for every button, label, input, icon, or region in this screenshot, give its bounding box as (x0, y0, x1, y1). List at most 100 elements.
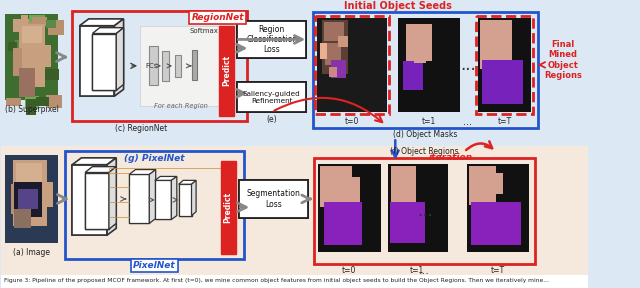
Text: ...: ... (463, 117, 472, 127)
Bar (13, 48, 22, 76)
Bar (331, 60, 346, 77)
Bar (239, 180, 308, 217)
Bar (480, 20, 512, 69)
Bar (47, 95, 62, 108)
Bar (237, 21, 306, 58)
Text: Predict: Predict (222, 55, 231, 86)
Bar (11, 184, 22, 214)
Bar (219, 26, 234, 116)
Bar (46, 20, 56, 28)
Polygon shape (172, 177, 177, 219)
Bar (85, 173, 109, 229)
Text: (d) Object Masks: (d) Object Masks (393, 130, 458, 139)
Bar (19, 24, 45, 87)
Bar (324, 22, 344, 41)
Bar (36, 97, 49, 106)
Bar (481, 60, 523, 104)
Text: Initial Object Seeds: Initial Object Seeds (344, 1, 451, 11)
Text: t=T: t=T (491, 266, 505, 275)
Polygon shape (155, 177, 177, 180)
Bar (29, 15, 45, 28)
Bar (44, 69, 60, 80)
Bar (476, 16, 533, 114)
Bar (21, 22, 35, 33)
Text: FCs: FCs (146, 63, 158, 69)
Bar (162, 51, 170, 81)
Bar (79, 26, 115, 96)
Text: ...: ... (419, 266, 430, 276)
Bar (25, 96, 38, 109)
Bar (155, 180, 172, 219)
Bar (155, 180, 172, 219)
Bar (388, 164, 447, 252)
Polygon shape (129, 170, 156, 175)
Bar (22, 59, 33, 67)
Text: t=1: t=1 (422, 117, 436, 126)
Bar (42, 45, 51, 67)
Bar (5, 14, 58, 100)
Bar (316, 16, 389, 114)
Text: RegionNet: RegionNet (191, 13, 244, 22)
Bar (79, 26, 115, 96)
Bar (339, 35, 348, 47)
Bar (15, 40, 26, 51)
FancyArrowPatch shape (275, 98, 382, 122)
Bar (26, 99, 36, 115)
Bar (322, 20, 348, 74)
Polygon shape (85, 167, 116, 173)
Bar (33, 48, 39, 66)
Bar (313, 12, 538, 128)
Bar (221, 161, 236, 254)
Text: (f) Object Regions: (f) Object Regions (390, 147, 459, 156)
Bar (390, 166, 417, 203)
Bar (324, 43, 341, 65)
Text: Region
Classification
Loss: Region Classification Loss (246, 24, 298, 54)
Bar (92, 34, 116, 90)
Bar (16, 163, 42, 182)
Text: t=1: t=1 (410, 266, 424, 275)
Text: (g) PixelNet: (g) PixelNet (124, 154, 184, 163)
Bar (5, 155, 58, 243)
Bar (342, 177, 360, 202)
Bar (317, 18, 387, 112)
Bar (329, 67, 337, 77)
Bar (72, 165, 107, 235)
Polygon shape (72, 158, 116, 165)
Polygon shape (115, 19, 124, 96)
Bar (149, 46, 159, 86)
Text: iteration: iteration (428, 153, 472, 162)
Bar (8, 42, 17, 51)
Bar (6, 98, 21, 106)
Text: ...: ... (417, 202, 433, 220)
Text: For each Region: For each Region (154, 103, 207, 109)
Text: Segmentation
Loss: Segmentation Loss (246, 189, 301, 209)
Polygon shape (92, 28, 124, 34)
Bar (314, 158, 535, 264)
Bar (478, 18, 531, 112)
Bar (318, 164, 381, 252)
Text: t=T: t=T (497, 117, 511, 126)
Polygon shape (79, 19, 124, 26)
Bar (129, 175, 149, 223)
FancyArrowPatch shape (466, 141, 492, 150)
Bar (403, 61, 423, 90)
Bar (1, 275, 588, 288)
Bar (13, 19, 29, 32)
Bar (239, 180, 308, 217)
Text: t=0: t=0 (345, 117, 359, 126)
Bar (468, 166, 496, 205)
Text: Saliency-guided
Refinement: Saliency-guided Refinement (243, 91, 301, 104)
Bar (1, 146, 588, 275)
Bar (406, 24, 432, 61)
Bar (22, 26, 42, 43)
Text: Final
Mined
Object
Regions: Final Mined Object Regions (544, 40, 582, 80)
Bar (65, 151, 244, 259)
Bar (85, 173, 109, 229)
Bar (179, 184, 191, 216)
Bar (14, 209, 31, 228)
Bar (320, 43, 327, 59)
Bar (48, 20, 64, 35)
Bar (140, 26, 221, 106)
Text: (e): (e) (266, 115, 277, 124)
Bar (484, 173, 502, 194)
